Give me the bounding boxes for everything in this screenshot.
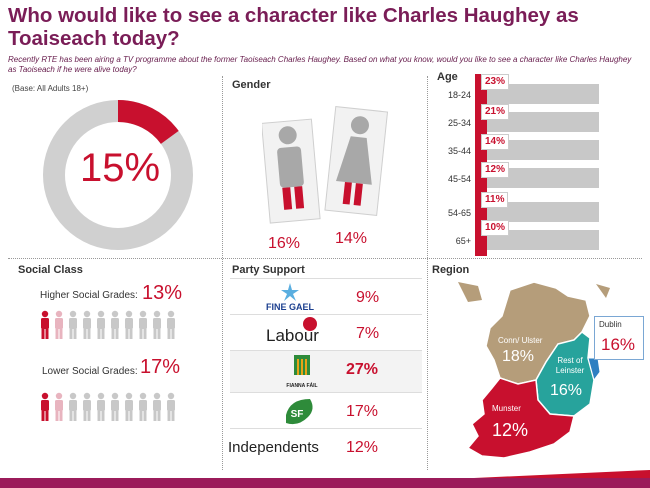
person-icon — [139, 310, 147, 339]
social-class-title: Social Class — [18, 264, 83, 276]
male-icon — [278, 126, 297, 145]
person-icon — [153, 392, 161, 421]
munster-label: Munster — [492, 404, 521, 413]
person-icon — [83, 310, 91, 339]
dublin-callout: Dublin 16% — [594, 316, 644, 360]
person-icon — [153, 310, 161, 339]
age-chart: 18-24 25-34 35-44 45-54 54-65 65+ 23% 21%… — [437, 74, 607, 256]
fianna-fail-logo-icon: FIANNA FÁIL — [286, 355, 318, 389]
person-icon — [139, 392, 147, 421]
age-value-tag: 12% — [481, 162, 510, 178]
divider — [222, 76, 223, 470]
lower-grades-label: Lower Social Grades: — [42, 366, 138, 377]
age-value-tag: 10% — [481, 220, 510, 236]
labour-logo-icon: Labour — [266, 317, 319, 345]
region-title: Region — [432, 264, 470, 276]
age-value-tag: 21% — [481, 104, 510, 120]
ireland-map — [458, 281, 610, 459]
party-row-fianna-fail: FIANNA FÁIL 27% — [230, 350, 422, 392]
independents-value: 12% — [346, 439, 379, 456]
higher-grades-label: Higher Social Grades: — [40, 290, 138, 301]
gender-figures — [262, 106, 389, 224]
party-row-fine-gael: FINE GAEL 9% — [230, 278, 422, 318]
person-icon — [111, 310, 119, 339]
dublin-label: Dublin — [599, 320, 622, 329]
rest-leinster-value: 16% — [550, 382, 583, 399]
party-row-independents: Independents 12% — [228, 428, 422, 468]
person-icon — [125, 310, 133, 339]
person-icon — [167, 392, 175, 421]
age-band-label: 45-54 — [447, 174, 471, 184]
person-icon — [125, 392, 133, 421]
sinn-fein-logo-icon: SF — [286, 399, 313, 425]
age-band-label: 65+ — [455, 236, 471, 246]
labour-value: 7% — [356, 325, 380, 342]
person-icon — [41, 392, 49, 421]
dublin-value: 16% — [601, 335, 636, 354]
overall-value: 15% — [79, 146, 161, 190]
independents-label: Independents — [228, 439, 319, 456]
male-value: 16% — [268, 235, 301, 252]
fianna-fail-value: 27% — [346, 361, 379, 378]
munster-value: 12% — [492, 420, 529, 440]
intro-text: Recently RTE has been airing a TV progra… — [8, 55, 632, 74]
svg-text:SF: SF — [291, 409, 304, 420]
person-icon — [55, 310, 63, 339]
person-icon — [167, 310, 175, 339]
conn-ulster-value: 18% — [502, 348, 535, 365]
svg-text:FIANNA FÁIL: FIANNA FÁIL — [286, 382, 317, 389]
higher-grades-value: 13% — [142, 282, 183, 304]
person-icon — [83, 392, 91, 421]
svg-text:Labour: Labour — [266, 326, 319, 345]
age-band-label: 35-44 — [447, 146, 471, 156]
party-row-labour: Labour 7% — [230, 314, 422, 354]
person-icon — [69, 392, 77, 421]
age-band-label: 18-24 — [447, 90, 471, 100]
divider — [8, 258, 642, 259]
party-title: Party Support — [232, 264, 305, 276]
female-value: 14% — [335, 230, 368, 247]
gender-title: Gender — [232, 79, 271, 91]
age-value-tag: 23% — [481, 74, 510, 90]
page-title: Who would like to see a character like C… — [8, 4, 579, 50]
age-value-tag: 11% — [481, 192, 509, 208]
conn-ulster-label: Conn/ Ulster — [498, 336, 543, 345]
footer-bar — [0, 478, 650, 488]
person-icon — [111, 392, 119, 421]
person-icon — [55, 392, 63, 421]
male-card — [262, 118, 321, 224]
age-title: Age — [437, 71, 458, 83]
age-value-tag: 14% — [481, 134, 510, 150]
age-band-label: 25-34 — [447, 118, 471, 128]
person-icon — [41, 310, 49, 339]
sinn-fein-value: 17% — [346, 403, 379, 420]
decorative-accent — [474, 470, 650, 478]
donut-slice — [117, 100, 179, 145]
lower-grades-value: 17% — [140, 356, 181, 378]
divider — [427, 76, 428, 470]
region-munster — [466, 377, 575, 459]
person-icon — [97, 310, 105, 339]
person-icon — [69, 310, 77, 339]
base-note: (Base: All Adults 18+) — [12, 84, 89, 93]
party-row-sinn-fein: SF 17% — [230, 392, 422, 432]
rest-leinster-label: Rest of Leinster — [555, 356, 585, 375]
fine-gael-logo-icon: FINE GAEL — [266, 283, 315, 312]
person-icon — [97, 392, 105, 421]
svg-text:FINE GAEL: FINE GAEL — [266, 302, 315, 312]
female-icon — [350, 116, 369, 135]
overall-donut — [43, 100, 193, 250]
female-card — [324, 106, 389, 216]
fine-gael-value: 9% — [356, 289, 380, 306]
age-band-label: 54-65 — [447, 208, 471, 218]
